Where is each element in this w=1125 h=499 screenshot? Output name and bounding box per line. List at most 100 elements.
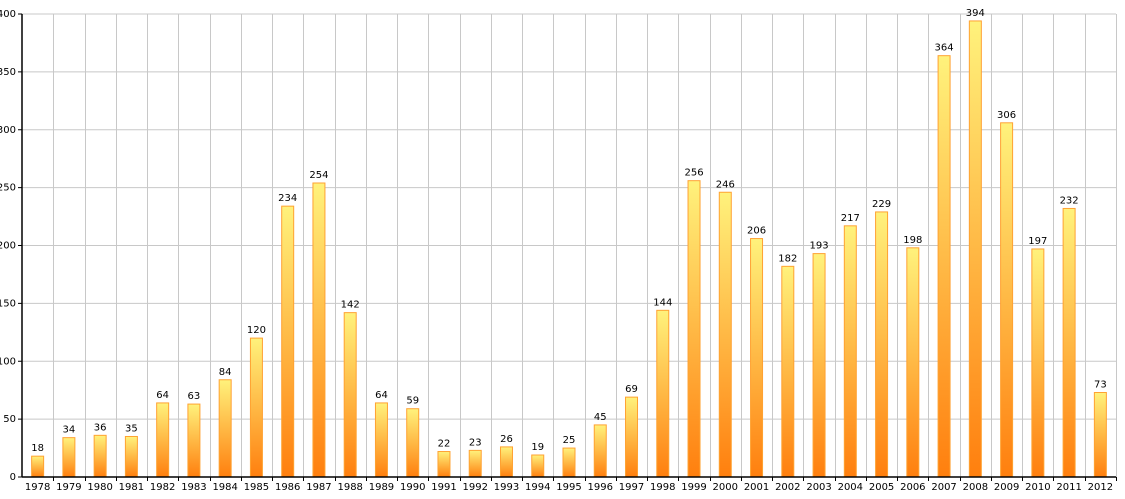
- data-label: 64: [156, 390, 169, 401]
- data-label: 64: [375, 390, 388, 401]
- bars: 18 34 36 35 64 63 84 120 234 254 142 64 59 22 23 26 19 25…: [31, 8, 1107, 478]
- x-tick-label: 2010: [1025, 482, 1050, 493]
- x-tick-label: 2007: [931, 482, 956, 493]
- x-tick-label: 1993: [494, 482, 519, 493]
- data-label: 193: [810, 241, 829, 252]
- x-tick-label: 1988: [337, 482, 362, 493]
- x-tick-label: 1987: [306, 482, 331, 493]
- x-tick-label: 1995: [556, 482, 581, 493]
- bar-2006: [906, 247, 920, 478]
- data-label: 198: [903, 235, 922, 246]
- bar-1980: [93, 434, 107, 478]
- data-label: 229: [872, 199, 891, 210]
- x-tick-label: 2003: [806, 482, 831, 493]
- x-tick-label: 1980: [87, 482, 112, 493]
- bar-1979: [62, 437, 76, 478]
- bar-2004: [843, 225, 857, 478]
- x-tick-label: 1989: [369, 482, 394, 493]
- y-tick-label: 300: [0, 125, 16, 136]
- x-tick-label: 1983: [181, 482, 206, 493]
- x-tick-label: 2005: [869, 482, 894, 493]
- bar-1994: [531, 454, 545, 478]
- data-label: 364: [935, 43, 954, 54]
- data-label: 34: [63, 425, 76, 436]
- bar-2011: [1062, 207, 1076, 478]
- bar-2012: [1093, 392, 1107, 478]
- x-tick-label: 1984: [212, 482, 237, 493]
- bar-1996: [593, 424, 607, 478]
- data-label: 22: [438, 439, 451, 450]
- bar-1983: [187, 403, 201, 478]
- data-label: 144: [653, 297, 672, 308]
- y-tick-label: 100: [0, 356, 16, 367]
- y-tick-label: 350: [0, 67, 16, 78]
- data-label: 69: [625, 384, 638, 395]
- x-tick-label: 2008: [963, 482, 988, 493]
- data-label: 73: [1094, 380, 1107, 391]
- x-tick-label: 1982: [150, 482, 175, 493]
- data-label: 182: [778, 253, 797, 264]
- x-tick-label: 1996: [588, 482, 613, 493]
- x-tick-label: 1981: [119, 482, 144, 493]
- x-tick-label: 1978: [25, 482, 50, 493]
- x-tick-label: 2002: [775, 482, 800, 493]
- y-tick-label: 400: [0, 9, 16, 20]
- bar-1987: [312, 182, 326, 478]
- data-label: 36: [94, 422, 107, 433]
- x-tick-label: 1991: [431, 482, 456, 493]
- data-label: 25: [563, 435, 576, 446]
- gridlines: [22, 13, 1117, 477]
- x-tick-label: 1992: [463, 482, 488, 493]
- data-label: 142: [341, 300, 360, 311]
- data-label: 246: [716, 179, 735, 190]
- bar-2003: [812, 253, 826, 478]
- data-label: 234: [278, 193, 297, 204]
- bar-1981: [124, 435, 138, 478]
- data-label: 18: [31, 443, 44, 454]
- data-label: 254: [309, 170, 328, 181]
- bar-1991: [437, 451, 451, 478]
- bar-1998: [656, 309, 670, 478]
- x-tick-label: 1979: [56, 482, 81, 493]
- bar-2005: [875, 211, 889, 478]
- bar-1997: [625, 396, 639, 478]
- bar-2002: [781, 265, 795, 478]
- x-tick-label: 1999: [681, 482, 706, 493]
- data-label: 120: [247, 325, 266, 336]
- y-tick-label: 200: [0, 241, 16, 252]
- bar-1989: [374, 402, 388, 478]
- bar-1995: [562, 447, 576, 478]
- bar-2007: [937, 55, 951, 478]
- x-tick-label: 1985: [244, 482, 269, 493]
- data-label: 26: [500, 434, 513, 445]
- x-tick-label: 1997: [619, 482, 644, 493]
- data-label: 45: [594, 412, 607, 423]
- data-label: 197: [1028, 236, 1047, 247]
- bar-1982: [156, 402, 170, 478]
- y-tick-label: 50: [3, 414, 16, 425]
- bar-1999: [687, 180, 701, 478]
- data-label: 217: [841, 213, 860, 224]
- bar-1988: [343, 312, 357, 478]
- x-tick-label: 2012: [1088, 482, 1113, 493]
- data-label: 59: [406, 396, 419, 407]
- bar-2008: [968, 20, 982, 478]
- data-label: 84: [219, 367, 232, 378]
- data-label: 19: [531, 442, 544, 453]
- y-tick-label: 150: [0, 298, 16, 309]
- bar-2009: [1000, 122, 1014, 478]
- x-tick-label: 1990: [400, 482, 425, 493]
- data-label: 394: [966, 8, 985, 19]
- data-label: 206: [747, 226, 766, 237]
- x-tick-label: 2011: [1056, 482, 1081, 493]
- x-tick-label: 1986: [275, 482, 300, 493]
- bar-1993: [499, 446, 513, 478]
- bar-2000: [718, 191, 732, 478]
- data-label: 63: [188, 391, 201, 402]
- x-tick-label: 2001: [744, 482, 769, 493]
- x-tick-label: 2004: [838, 482, 863, 493]
- x-tick-label: 2009: [994, 482, 1019, 493]
- x-tick-label: 1998: [650, 482, 675, 493]
- bar-1984: [218, 379, 232, 478]
